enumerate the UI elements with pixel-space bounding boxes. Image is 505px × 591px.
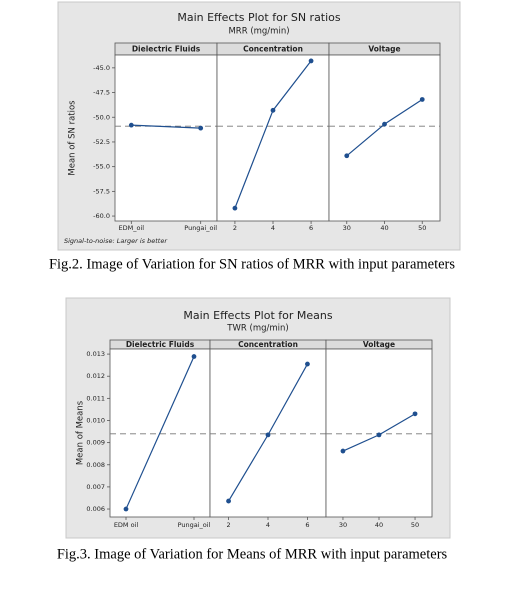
effect-point [419, 97, 425, 102]
effect-point [308, 58, 314, 64]
effect-point [344, 153, 350, 159]
effect-point [270, 107, 276, 113]
x-tick-label: 4 [271, 224, 275, 232]
chart-title: Main Effects Plot for SN ratios [177, 11, 341, 24]
effect-point [191, 354, 197, 359]
effect-point [376, 432, 382, 438]
y-tick-label: -50.0 [93, 113, 110, 121]
panel-title: Voltage [363, 340, 395, 349]
y-tick-label: -47.5 [93, 89, 110, 97]
chart-subtitle: MRR (mg/min) [228, 27, 289, 37]
y-tick-label: 0.006 [86, 505, 105, 513]
y-tick-label: 0.008 [86, 461, 105, 469]
x-tick-label: EDM_oil [119, 224, 145, 232]
figure-caption: Fig.3. Image of Variation for Means of M… [57, 546, 448, 562]
panel [328, 54, 441, 222]
x-tick-label: 30 [339, 521, 347, 529]
x-tick-label: 50 [411, 521, 419, 529]
x-tick-label: 2 [233, 224, 237, 232]
effect-point [198, 125, 204, 131]
effect-point [412, 411, 418, 417]
y-tick-label: 0.010 [86, 416, 105, 424]
y-tick-label: -60.0 [93, 212, 110, 220]
x-tick-label: 50 [418, 224, 426, 232]
x-tick-label: 40 [380, 224, 388, 232]
y-tick-label: 0.009 [86, 439, 105, 447]
y-axis-label: Mean of SN ratios [68, 100, 78, 176]
x-tick-label: Pungai_oil [184, 224, 217, 232]
y-tick-label: 0.007 [86, 483, 105, 491]
y-tick-label: -45.0 [93, 64, 110, 72]
x-tick-label: 30 [343, 224, 351, 232]
panel-title: Dielectric Fluids [126, 340, 195, 349]
effect-point [265, 432, 271, 438]
effect-point [232, 205, 238, 211]
footnote: Signal-to-noise: Larger is better [64, 237, 168, 245]
y-tick-label: 0.013 [86, 350, 105, 358]
panel-title: Concentration [243, 45, 303, 54]
effect-line [125, 356, 195, 510]
chart-subtitle: TWR (mg/min) [226, 324, 288, 334]
panel-title: Dielectric Fluids [132, 45, 201, 54]
x-tick-label: 6 [305, 521, 309, 529]
panel-title: Concentration [238, 340, 298, 349]
panel-title: Voltage [368, 45, 400, 54]
effect-point [382, 121, 387, 127]
effect-point [305, 361, 310, 367]
y-tick-label: -55.0 [93, 163, 110, 171]
effect-line [131, 124, 201, 129]
chart-title: Main Effects Plot for Means [183, 309, 332, 322]
y-tick-label: 0.011 [86, 394, 105, 402]
effect-point [226, 498, 231, 504]
x-tick-label: 6 [309, 224, 313, 232]
panel [114, 54, 218, 222]
x-tick-label: Pungai_oil [178, 521, 211, 529]
x-tick-label: 2 [226, 521, 230, 529]
y-axis-label: Mean of Means [76, 400, 86, 465]
y-tick-label: 0.012 [86, 372, 105, 380]
effect-point [340, 448, 346, 454]
x-tick-label: 40 [375, 521, 383, 529]
panel [216, 54, 330, 222]
effect-point [128, 122, 134, 128]
figure-caption: Fig.2. Image of Variation for SN ratios … [49, 256, 455, 272]
y-tick-label: -52.5 [93, 138, 110, 146]
y-tick-label: -57.5 [93, 187, 110, 195]
effect-point [123, 506, 129, 512]
x-tick-label: 4 [266, 521, 270, 529]
x-tick-label: EDM oil [114, 521, 139, 529]
